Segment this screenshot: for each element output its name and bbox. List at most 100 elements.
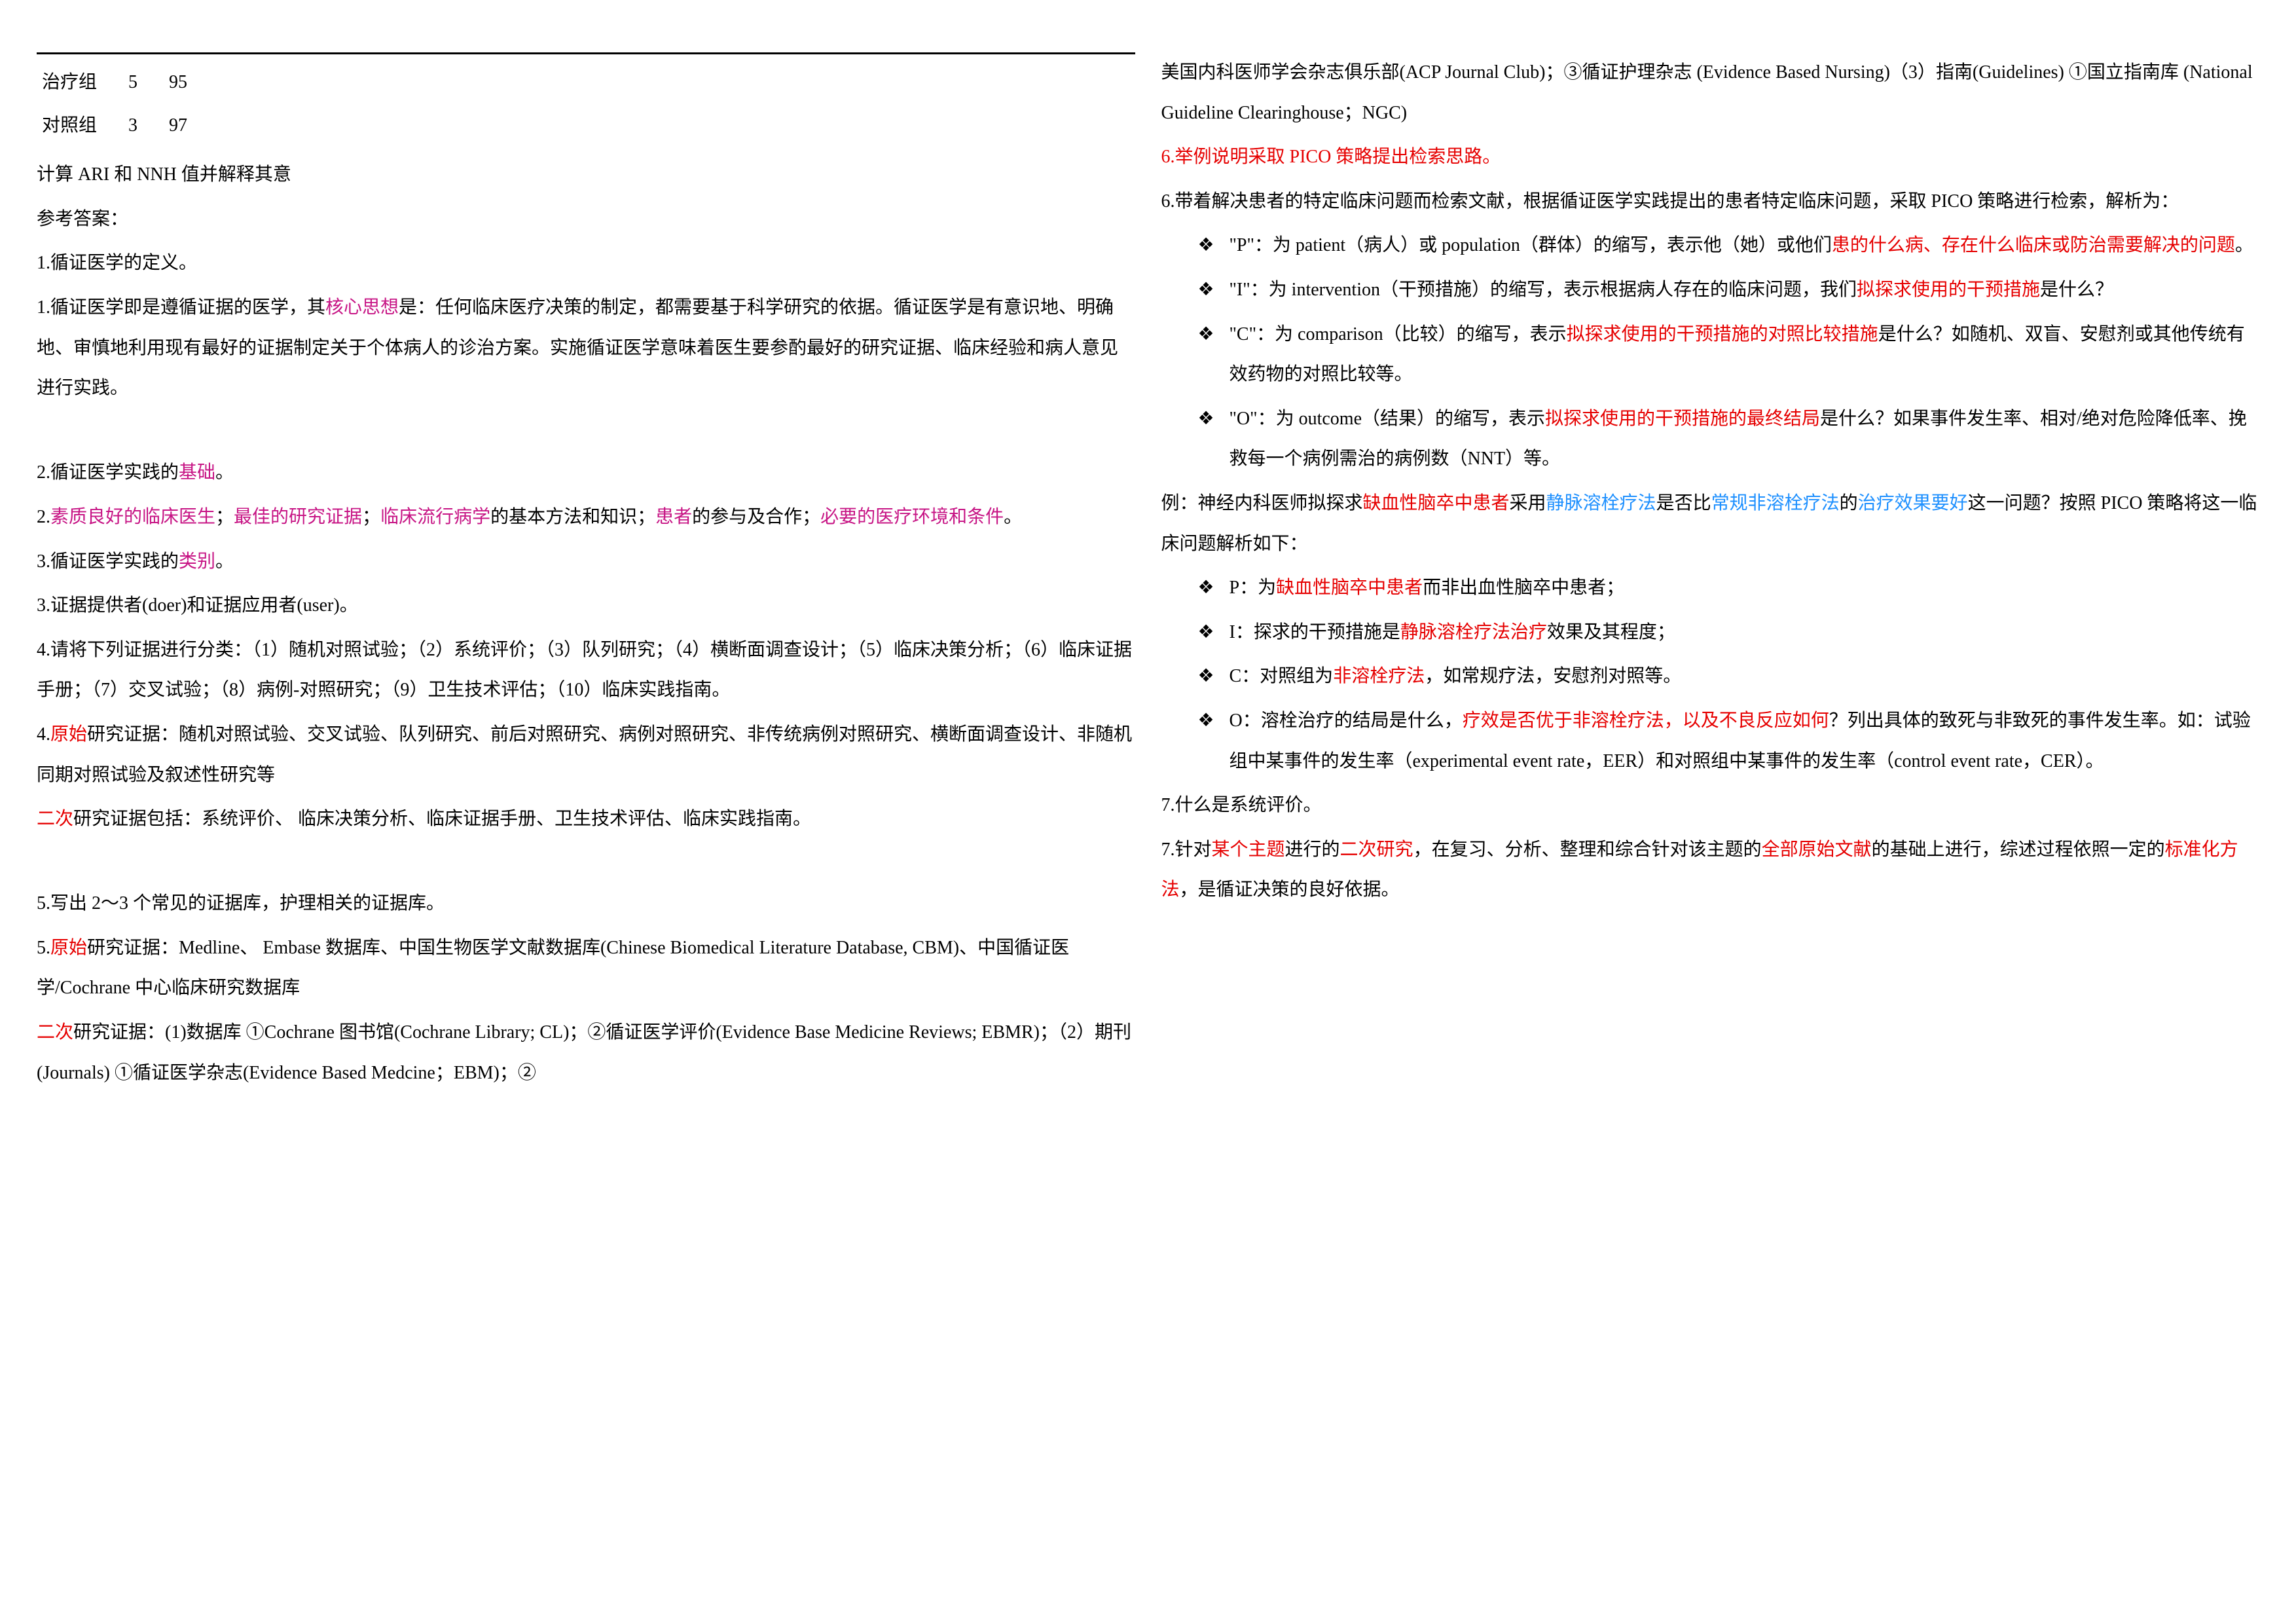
highlight-red: 二次	[37, 809, 73, 829]
list-body: "C"：为 comparison（比较）的缩写，表示拟探求使用的干预措施的对照比…	[1230, 314, 2260, 395]
reference-answer-heading: 参考答案：	[37, 199, 1135, 240]
highlight-red: 某个主题	[1212, 840, 1285, 860]
left-column: 治疗组 5 95 对照组 3 97 计算 ARI 和 NNH 值并解释其意 参考…	[37, 52, 1135, 1097]
text: ，是循证决策的良好依据。	[1180, 879, 1400, 900]
text: 的基本方法和知识；	[490, 507, 655, 527]
q1-answer: 1.循证医学即是遵循证据的医学，其核心思想是：任何临床医疗决策的制定，都需要基于…	[37, 287, 1135, 409]
text: 。	[215, 462, 234, 483]
highlight-red: 拟探求使用的干预措施的对照比较措施	[1567, 324, 1878, 344]
text: 而非出血性脑卒中患者；	[1423, 578, 1624, 598]
text: 2.	[37, 507, 50, 527]
text: 7.针对	[1161, 840, 1212, 860]
q6-heading: 6.举例说明采取 PICO 策略提出检索思路。	[1161, 137, 2260, 177]
list-item: ❖ "O"：为 outcome（结果）的缩写，表示拟探求使用的干预措施的最终结局…	[1198, 399, 2260, 479]
cell-b: 97	[164, 104, 213, 147]
cell-b: 95	[164, 61, 213, 104]
page-two-column: 治疗组 5 95 对照组 3 97 计算 ARI 和 NNH 值并解释其意 参考…	[37, 52, 2259, 1097]
highlight-blue: 静脉溶栓疗法	[1546, 493, 1656, 513]
highlight-red: 原始	[50, 724, 87, 745]
list-body: I：探求的干预措施是静脉溶栓疗法治疗效果及其程度；	[1230, 612, 2260, 653]
text: 。	[1004, 507, 1022, 527]
q3-answer: 3.证据提供者(doer)和证据应用者(user)。	[37, 585, 1135, 626]
highlight-red: 拟探求使用的干预措施的最终结局	[1545, 409, 1820, 429]
highlight-pink: 核心思想	[325, 297, 399, 318]
text: ；	[215, 507, 234, 527]
q5-heading: 5.写出 2～3 个常见的证据库，护理相关的证据库。	[37, 883, 1135, 924]
cell-label: 治疗组	[37, 61, 123, 104]
highlight-red: 二次研究	[1340, 840, 1413, 860]
highlight-pink: 最佳的研究证据	[234, 507, 362, 527]
text: 2.循证医学实践的	[37, 462, 179, 483]
q4-answer-2: 二次研究证据包括：系统评价、 临床决策分析、临床证据手册、卫生技术评估、临床实践…	[37, 799, 1135, 840]
data-table: 治疗组 5 95 对照组 3 97	[37, 61, 213, 147]
highlight-red: 拟探求使用的干预措施	[1857, 280, 2040, 300]
example-pico-list: ❖ P：为缺血性脑卒中患者而非出血性脑卒中患者； ❖ I：探求的干预措施是静脉溶…	[1198, 568, 2260, 781]
q4-heading: 4.请将下列证据进行分类：（1）随机对照试验；（2）系统评价；（3）队列研究；（…	[37, 630, 1135, 710]
highlight-pink: 类别	[179, 551, 215, 572]
text: 研究证据：随机对照试验、交叉试验、队列研究、前后对照研究、病例对照研究、非传统病…	[37, 724, 1132, 785]
list-item: ❖ O：溶栓治疗的结局是什么，疗效是否优于非溶栓疗法，以及不良反应如何？列出具体…	[1198, 701, 2260, 781]
text: 的参与及合作；	[692, 507, 820, 527]
list-body: "I"：为 intervention（干预措施）的缩写，表示根据病人存在的临床问…	[1230, 270, 2260, 310]
bullet-icon: ❖	[1198, 314, 1230, 395]
text: 研究证据：Medline、 Embase 数据库、中国生物医学文献数据库(Chi…	[37, 938, 1069, 999]
bullet-icon: ❖	[1198, 225, 1230, 266]
bullet-icon: ❖	[1198, 568, 1230, 608]
list-body: C：对照组为非溶栓疗法，如常规疗法，安慰剂对照等。	[1230, 656, 2260, 697]
bullet-icon: ❖	[1198, 270, 1230, 310]
example-intro: 例：神经内科医师拟探求缺血性脑卒中患者采用静脉溶栓疗法是否比常规非溶栓疗法的治疗…	[1161, 483, 2260, 564]
text: ；	[362, 507, 380, 527]
highlight-pink: 临床流行病学	[380, 507, 490, 527]
q3-heading: 3.循证医学实践的类别。	[37, 542, 1135, 582]
highlight-red: 缺血性脑卒中患者	[1276, 578, 1423, 598]
cell-label: 对照组	[37, 104, 123, 147]
table-row: 治疗组 5 95	[37, 61, 213, 104]
q2-answer: 2.素质良好的临床医生；最佳的研究证据；临床流行病学的基本方法和知识；患者的参与…	[37, 497, 1135, 538]
highlight-blue: 常规非溶栓疗法	[1711, 493, 1840, 513]
highlight-pink: 基础	[179, 462, 215, 483]
highlight-red: 缺血性脑卒中患者	[1363, 493, 1510, 513]
highlight-red: 疗效是否优于非溶栓疗法，以及不良反应如何	[1463, 710, 1829, 731]
text: 是什么？	[2040, 280, 2113, 300]
q1-heading: 1.循证医学的定义。	[37, 243, 1135, 284]
q5-answer-2: 二次研究证据：(1)数据库 ①Cochrane 图书馆(Cochrane Lib…	[37, 1012, 1135, 1093]
pico-list: ❖ "P"：为 patient（病人）或 population（群体）的缩写，表…	[1198, 225, 2260, 479]
bullet-icon: ❖	[1198, 612, 1230, 653]
highlight-pink: 患者	[655, 507, 692, 527]
text: 5.	[37, 938, 50, 958]
highlight-red: 原始	[50, 938, 87, 958]
text: I：探求的干预措施是	[1230, 622, 1400, 642]
text: 研究证据：(1)数据库 ①Cochrane 图书馆(Cochrane Libra…	[37, 1022, 1131, 1083]
list-item: ❖ I：探求的干预措施是静脉溶栓疗法治疗效果及其程度；	[1198, 612, 2260, 653]
text: 是否比	[1656, 493, 1711, 513]
text: 。	[2235, 235, 2253, 255]
bullet-icon: ❖	[1198, 656, 1230, 697]
text: 的	[1840, 493, 1858, 513]
cell-a: 5	[123, 61, 164, 104]
bullet-icon: ❖	[1198, 399, 1230, 479]
text: C：对照组为	[1230, 666, 1334, 686]
q5-continuation: 美国内科医师学会杂志俱乐部(ACP Journal Club)；③循证护理杂志 …	[1161, 52, 2260, 133]
bullet-icon: ❖	[1198, 701, 1230, 781]
q2-heading: 2.循证医学实践的基础。	[37, 452, 1135, 493]
text: 的基础上进行，综述过程依照一定的	[1872, 840, 2165, 860]
list-body: P：为缺血性脑卒中患者而非出血性脑卒中患者；	[1230, 568, 2260, 608]
text: 4.	[37, 724, 50, 745]
highlight-red: 全部原始文献	[1762, 840, 1872, 860]
text: 研究证据包括：系统评价、 临床决策分析、临床证据手册、卫生技术评估、临床实践指南…	[73, 809, 811, 829]
q7-heading: 7.什么是系统评价。	[1161, 785, 2260, 826]
highlight-red: 静脉溶栓疗法治疗	[1400, 622, 1547, 642]
highlight-red: 非溶栓疗法	[1333, 666, 1425, 686]
list-body: "P"：为 patient（病人）或 population（群体）的缩写，表示他…	[1230, 225, 2260, 266]
text: "C"：为 comparison（比较）的缩写，表示	[1230, 324, 1567, 344]
list-item: ❖ P：为缺血性脑卒中患者而非出血性脑卒中患者；	[1198, 568, 2260, 608]
highlight-red: 二次	[37, 1022, 73, 1043]
text: 。	[215, 551, 234, 572]
list-item: ❖ "C"：为 comparison（比较）的缩写，表示拟探求使用的干预措施的对…	[1198, 314, 2260, 395]
highlight-blue: 治疗效果要好	[1858, 493, 1968, 513]
q6-intro: 6.带着解决患者的特定临床问题而检索文献，根据循证医学实践提出的患者特定临床问题…	[1161, 181, 2260, 222]
highlight-pink: 必要的医疗环境和条件	[820, 507, 1004, 527]
list-item: ❖ C：对照组为非溶栓疗法，如常规疗法，安慰剂对照等。	[1198, 656, 2260, 697]
list-item: ❖ "I"：为 intervention（干预措施）的缩写，表示根据病人存在的临…	[1198, 270, 2260, 310]
text: 3.循证医学实践的	[37, 551, 179, 572]
